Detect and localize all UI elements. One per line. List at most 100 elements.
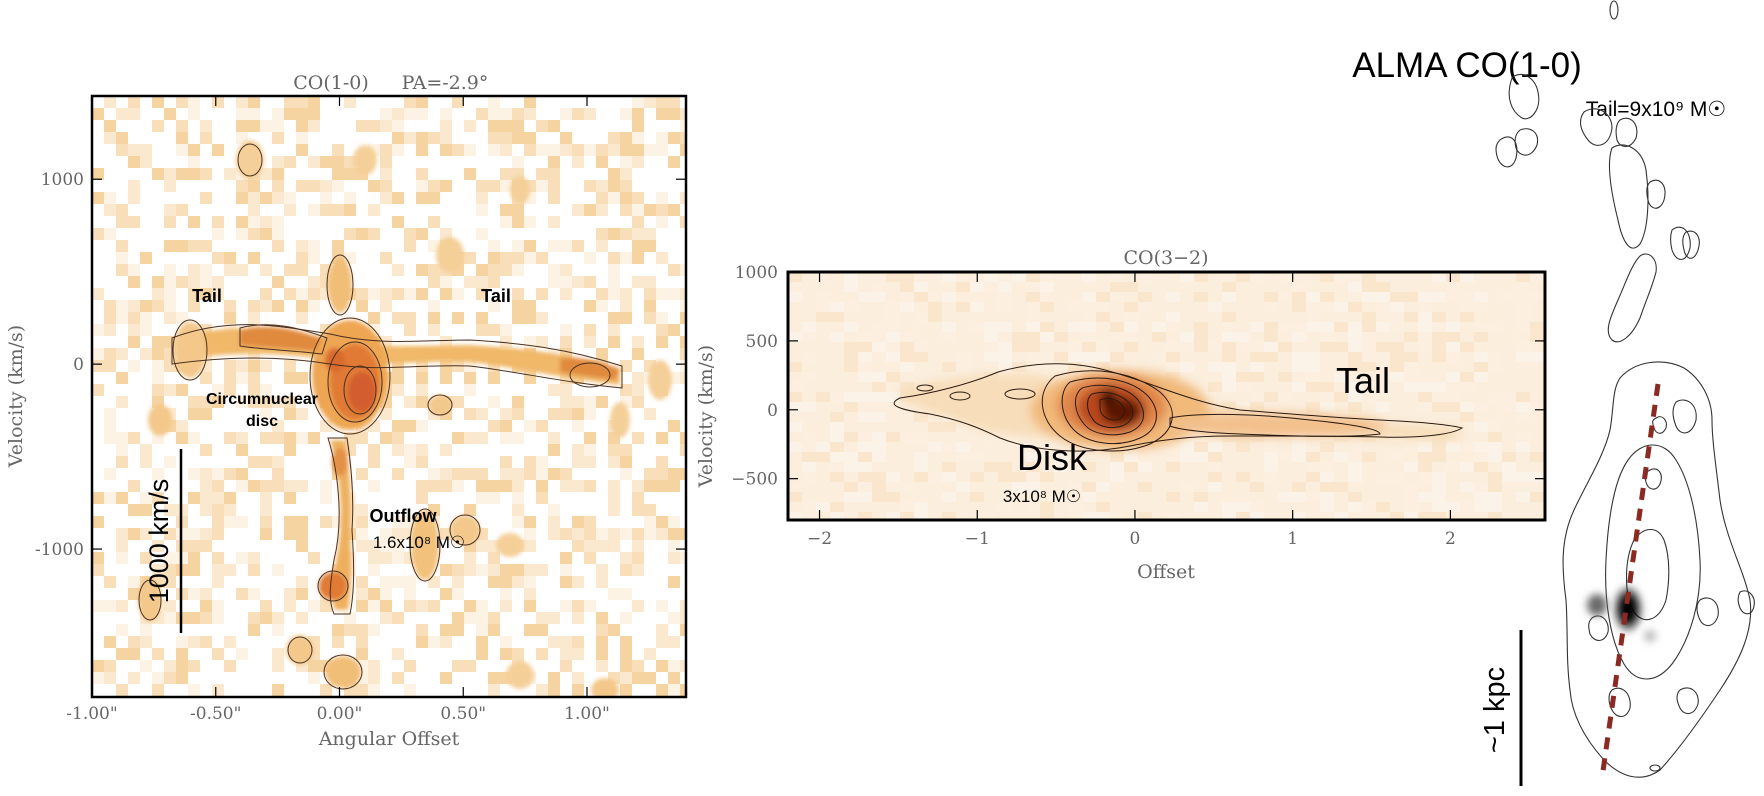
noise-cell: [200, 504, 212, 516]
noise-cell: [668, 516, 680, 528]
noise-cell: [248, 180, 260, 192]
noise-cell: [656, 132, 668, 144]
noise-cell: [668, 288, 680, 300]
noise-cell: [858, 482, 872, 492]
noise-cell: [440, 468, 452, 480]
noise-cell: [1530, 322, 1544, 332]
noise-cell: [1222, 282, 1236, 292]
noise-cell: [332, 168, 344, 180]
noise-cell: [872, 292, 886, 302]
noise-cell: [632, 660, 644, 672]
noise-cell: [152, 120, 164, 132]
noise-cell: [176, 648, 188, 660]
noise-cell: [524, 588, 536, 600]
noise-cell: [1530, 332, 1544, 342]
noise-cell: [164, 180, 176, 192]
noise-cell: [1236, 272, 1250, 282]
noise-cell: [140, 456, 152, 468]
noise-cell: [1376, 472, 1390, 482]
noise-cell: [1250, 502, 1264, 512]
noise-cell: [632, 540, 644, 552]
noise-cell: [320, 204, 332, 216]
noise-cell: [1012, 272, 1026, 282]
noise-cell: [1362, 392, 1376, 402]
noise-cell: [1194, 332, 1208, 342]
noise-cell: [572, 396, 584, 408]
noise-cell: [584, 276, 596, 288]
noise-cell: [632, 156, 644, 168]
noise-cell: [788, 402, 802, 412]
noise-cell: [680, 468, 686, 480]
noise-cell: [1348, 282, 1362, 292]
noise-cell: [392, 420, 404, 432]
noise-cell: [1026, 272, 1040, 282]
noise-cell: [1292, 432, 1306, 442]
noise-cell: [656, 516, 668, 528]
noise-cell: [1208, 462, 1222, 472]
noise-cell: [164, 288, 176, 300]
noise-cell: [524, 576, 536, 588]
noise-cell: [1124, 282, 1138, 292]
noise-cell: [942, 512, 956, 520]
noise-cell: [176, 432, 188, 444]
noise-cell: [584, 300, 596, 312]
noise-cell: [296, 480, 308, 492]
noise-cell: [452, 396, 464, 408]
noise-cell: [680, 144, 686, 156]
noise-cell: [500, 132, 512, 144]
noise-cell: [572, 600, 584, 612]
noise-cell: [632, 396, 644, 408]
noise-cell: [368, 204, 380, 216]
noise-cell: [680, 300, 686, 312]
noise-cell: [524, 108, 536, 120]
panel-c-tail-mass: Tail=9x10⁹ M☉: [1586, 98, 1726, 121]
noise-cell: [1026, 472, 1040, 482]
noise-cell: [332, 240, 344, 252]
noise-cell: [1446, 332, 1460, 342]
noise-cell: [680, 216, 686, 228]
noise-cell: [584, 180, 596, 192]
noise-cell: [1012, 472, 1026, 482]
noise-cell: [608, 492, 620, 504]
noise-cell: [644, 672, 656, 684]
noise-cell: [1432, 382, 1446, 392]
noise-cell: [596, 576, 608, 588]
noise-cell: [164, 300, 176, 312]
noise-cell: [212, 684, 224, 696]
panel-c-contours: [1495, 0, 1755, 778]
noise-cell: [116, 396, 128, 408]
noise-cell: [500, 252, 512, 264]
noise-cell: [1516, 352, 1530, 362]
noise-cell: [1082, 292, 1096, 302]
noise-cell: [1404, 382, 1418, 392]
noise-cell: [416, 108, 428, 120]
noise-cell: [1306, 492, 1320, 502]
panel-a-cnd-label-1: Circumnuclear: [206, 391, 318, 408]
noise-cell: [1460, 412, 1474, 422]
noise-cell: [1446, 442, 1460, 452]
noise-cell: [1180, 432, 1194, 442]
noise-cell: [200, 408, 212, 420]
noise-cell: [488, 264, 500, 276]
noise-cell: [224, 504, 236, 516]
noise-cell: [1390, 292, 1404, 302]
noise-cell: [548, 180, 560, 192]
noise-cell: [1068, 442, 1082, 452]
noise-cell: [536, 492, 548, 504]
noise-cell: [176, 144, 188, 156]
noise-cell: [656, 636, 668, 648]
noise-cell: [1488, 472, 1502, 482]
noise-cell: [140, 252, 152, 264]
noise-cell: [488, 96, 500, 108]
noise-cell: [500, 120, 512, 132]
noise-cell: [1376, 402, 1390, 412]
noise-cell: [788, 422, 802, 432]
noise-cell: [1418, 492, 1432, 502]
noise-cell: [380, 540, 392, 552]
noise-cell: [116, 492, 128, 504]
noise-cell: [1376, 352, 1390, 362]
noise-cell: [644, 144, 656, 156]
noise-cell: [512, 396, 524, 408]
noise-cell: [900, 332, 914, 342]
